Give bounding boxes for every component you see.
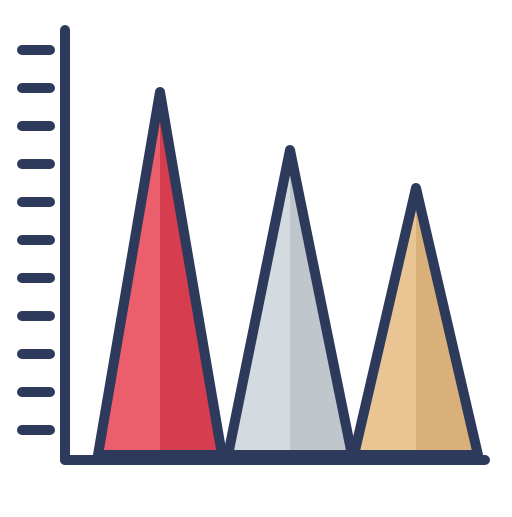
triangle-red — [98, 92, 222, 455]
chart-svg — [0, 0, 512, 512]
triangle-tan — [354, 188, 478, 455]
triangle-chart — [0, 0, 512, 512]
y-axis-ticks — [22, 50, 50, 430]
triangle-gray — [228, 150, 352, 455]
